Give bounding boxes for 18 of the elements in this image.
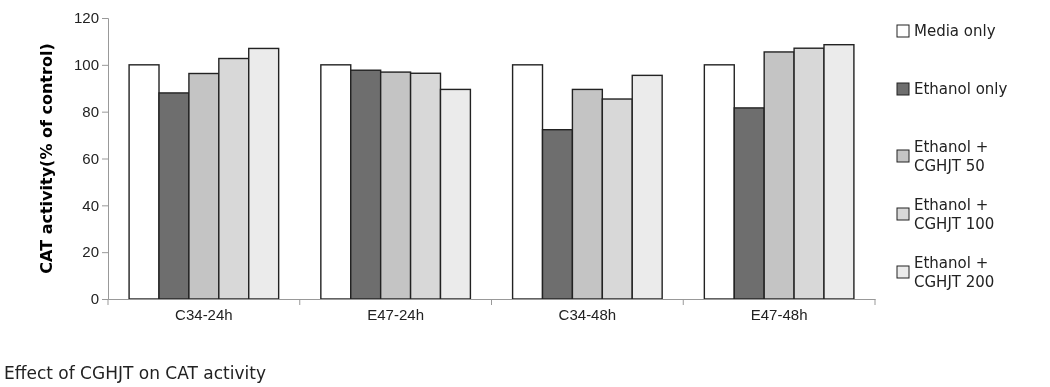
x-tick-label: E47-24h <box>367 306 424 323</box>
x-tick-label: C34-48h <box>558 306 617 323</box>
legend-label: Ethanol only <box>914 80 1008 98</box>
x-tick-label: C34-24h <box>175 306 233 323</box>
y-tick-label: 120 <box>73 9 99 27</box>
y-tick-label: 80 <box>82 102 99 120</box>
y-axis-title: CAT activity(% of control) <box>37 43 56 274</box>
legend-label: Ethanol + CGHJT 200 <box>914 254 995 291</box>
x-tick-label: E47-48h <box>750 306 808 323</box>
legend-label: Ethanol + CGHJT 50 <box>914 138 989 175</box>
y-tick-label: 0 <box>90 290 99 308</box>
y-tick-label: 100 <box>73 56 99 74</box>
y-tick-label: 60 <box>82 149 99 167</box>
legend-label: Media only <box>914 22 996 40</box>
y-tick-label: 40 <box>82 196 99 214</box>
y-tick-label: 20 <box>82 243 99 261</box>
legend-label: Ethanol + CGHJT 100 <box>914 196 995 233</box>
text: Effect of CGHJT on CAT activity <box>4 363 266 383</box>
